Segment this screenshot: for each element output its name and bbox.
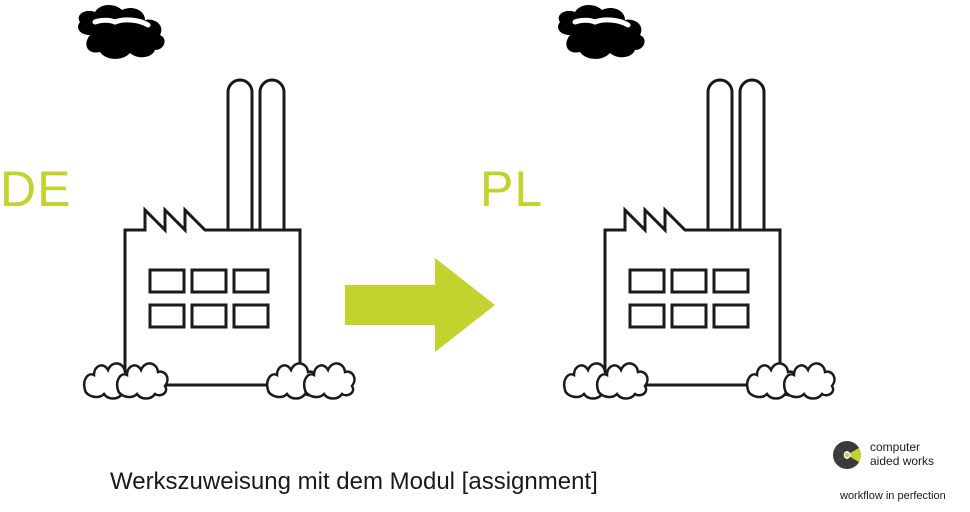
- aperture-icon: [830, 438, 864, 472]
- country-code-right: PL: [480, 160, 543, 218]
- smoke-icon: [558, 5, 645, 59]
- country-code-left: DE: [0, 160, 71, 218]
- factory-icon: [550, 0, 880, 400]
- brand-text: computer aided works: [870, 441, 934, 469]
- brand-line1: computer: [870, 441, 934, 455]
- brand-line2: aided works: [870, 455, 934, 469]
- factory-right: [550, 0, 880, 405]
- diagram-caption: Werkszuweisung mit dem Modul [assignment…: [110, 468, 598, 496]
- arrow-icon: [340, 250, 500, 365]
- brand-logo: computer aided works: [830, 438, 934, 472]
- diagram-canvas: DE: [0, 0, 970, 512]
- brand-tagline: workflow in perfection: [840, 490, 946, 502]
- smoke-icon: [78, 5, 165, 59]
